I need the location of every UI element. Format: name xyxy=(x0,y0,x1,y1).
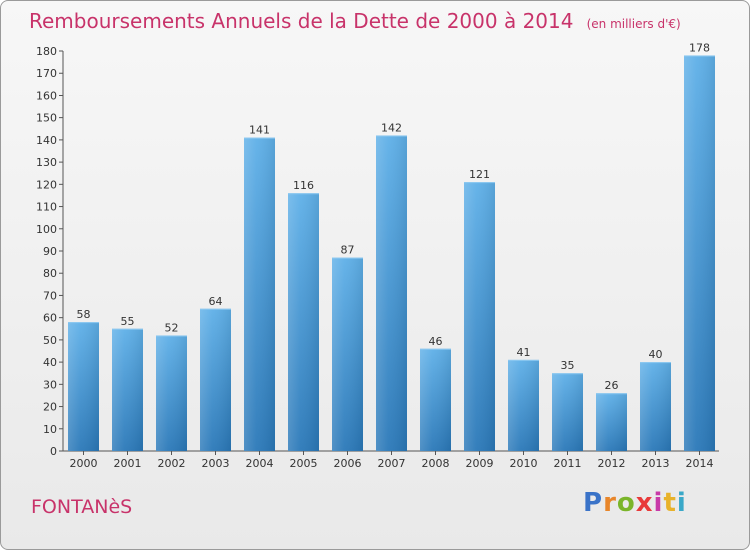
x-tick-label: 2001 xyxy=(114,457,142,470)
logo-letter: t xyxy=(663,488,677,518)
y-tick-label: 10 xyxy=(43,423,57,436)
value-label: 46 xyxy=(429,335,443,348)
y-tick-label: 30 xyxy=(43,378,57,391)
bar-shine xyxy=(288,193,319,451)
x-tick-label: 2014 xyxy=(686,457,714,470)
value-label: 87 xyxy=(341,244,355,257)
y-tick-label: 140 xyxy=(36,134,57,147)
bar-shine xyxy=(112,328,143,451)
y-tick-label: 40 xyxy=(43,356,57,369)
y-tick-label: 20 xyxy=(43,401,57,414)
x-tick-label: 2009 xyxy=(466,457,494,470)
value-label: 178 xyxy=(689,41,710,54)
x-tick-label: 2012 xyxy=(598,457,626,470)
chart-title: Remboursements Annuels de la Dette de 20… xyxy=(29,9,574,33)
y-tick-label: 130 xyxy=(36,156,57,169)
y-tick-label: 110 xyxy=(36,201,57,214)
bar-shine xyxy=(684,55,715,451)
bar-shine xyxy=(244,137,275,451)
value-label: 58 xyxy=(77,308,91,321)
y-tick-label: 80 xyxy=(43,267,57,280)
bar-shine xyxy=(156,335,187,451)
bar-shine xyxy=(508,359,539,451)
commune-name: FONTANèS xyxy=(31,496,133,518)
value-label: 121 xyxy=(469,168,490,181)
x-tick-label: 2003 xyxy=(202,457,230,470)
x-tick-label: 2010 xyxy=(510,457,538,470)
bar-shine xyxy=(376,135,407,451)
y-tick-label: 180 xyxy=(36,45,57,58)
bar-shine xyxy=(596,393,627,451)
y-tick-label: 0 xyxy=(50,445,57,458)
bar-shine xyxy=(332,257,363,451)
x-tick-label: 2000 xyxy=(70,457,98,470)
bar-shine xyxy=(640,362,671,451)
value-label: 35 xyxy=(561,359,575,372)
y-tick-label: 90 xyxy=(43,245,57,258)
proxiti-logo: Proxiti xyxy=(583,488,687,518)
value-label: 26 xyxy=(605,379,619,392)
chart-title-block: Remboursements Annuels de la Dette de 20… xyxy=(29,9,681,33)
y-tick-label: 50 xyxy=(43,334,57,347)
y-tick-label: 170 xyxy=(36,67,57,80)
y-tick-label: 150 xyxy=(36,112,57,125)
value-label: 55 xyxy=(121,315,135,328)
logo-letter: i xyxy=(653,488,664,518)
y-tick-label: 160 xyxy=(36,89,57,102)
logo-letter: o xyxy=(616,488,636,518)
bar-shine xyxy=(464,182,495,451)
x-tick-label: 2006 xyxy=(334,457,362,470)
bar-shine xyxy=(552,373,583,451)
value-label: 52 xyxy=(165,321,179,334)
value-label: 142 xyxy=(381,121,402,134)
value-label: 41 xyxy=(517,346,531,359)
logo-letter: r xyxy=(603,488,617,518)
x-tick-label: 2011 xyxy=(554,457,582,470)
bar-shine xyxy=(68,322,99,451)
x-tick-label: 2007 xyxy=(378,457,406,470)
value-label: 116 xyxy=(293,179,314,192)
x-tick-label: 2002 xyxy=(158,457,186,470)
y-tick-label: 70 xyxy=(43,289,57,302)
bar-shine xyxy=(200,308,231,451)
x-tick-label: 2005 xyxy=(290,457,318,470)
logo-letter: x xyxy=(635,488,654,518)
unit-note: (en milliers d'€) xyxy=(586,17,681,31)
y-tick-label: 120 xyxy=(36,178,57,191)
value-labels: 58 55 52 64 141 116 87 142 46 121 41 35 26 40 178 xyxy=(77,41,711,392)
value-label: 64 xyxy=(209,295,223,308)
x-tick-label: 2004 xyxy=(246,457,274,470)
logo-letter: i xyxy=(676,488,687,518)
bar-shine xyxy=(420,348,451,451)
bars xyxy=(68,55,715,451)
x-tick-label: 2013 xyxy=(642,457,670,470)
value-label: 141 xyxy=(249,124,270,137)
axes: 0 10 20 30 40 50 60 70 80 90 100 110 120 130 140 150 160… xyxy=(36,45,719,470)
y-tick-label: 60 xyxy=(43,312,57,325)
logo-letter: P xyxy=(583,488,604,518)
value-label: 40 xyxy=(649,348,663,361)
y-tick-label: 100 xyxy=(36,223,57,236)
x-tick-label: 2008 xyxy=(422,457,450,470)
